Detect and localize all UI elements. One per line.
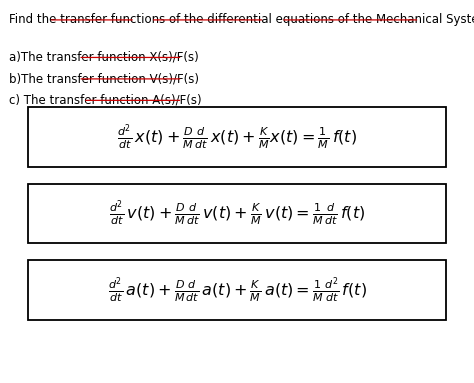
Text: a)The transfer function X(s)/F(s): a)The transfer function X(s)/F(s) [9, 51, 199, 64]
Text: b)The transfer function V(s)/F(s): b)The transfer function V(s)/F(s) [9, 72, 200, 85]
FancyBboxPatch shape [28, 107, 446, 167]
FancyBboxPatch shape [28, 184, 446, 243]
FancyBboxPatch shape [28, 260, 446, 320]
Text: $\frac{d^2}{dt}\,x(t) + \frac{D}{M}\frac{d}{dt}\,x(t) + \frac{K}{M}x(t) = \frac{: $\frac{d^2}{dt}\,x(t) + \frac{D}{M}\frac… [117, 122, 357, 152]
Text: c) The transfer function A(s)/F(s): c) The transfer function A(s)/F(s) [9, 93, 202, 106]
Text: $\frac{d^2}{dt}\,a(t) + \frac{D}{M}\frac{d}{dt}\,a(t) + \frac{K}{M}\,a(t) = \fra: $\frac{d^2}{dt}\,a(t) + \frac{D}{M}\frac… [108, 275, 366, 305]
Text: $\frac{d^2}{dt}\,v(t) + \frac{D}{M}\frac{d}{dt}\,v(t) + \frac{K}{M}\,v(t) = \fra: $\frac{d^2}{dt}\,v(t) + \frac{D}{M}\frac… [109, 198, 365, 229]
Text: Find the transfer functions of the differential equations of the Mechanical Syst: Find the transfer functions of the diffe… [9, 13, 474, 26]
